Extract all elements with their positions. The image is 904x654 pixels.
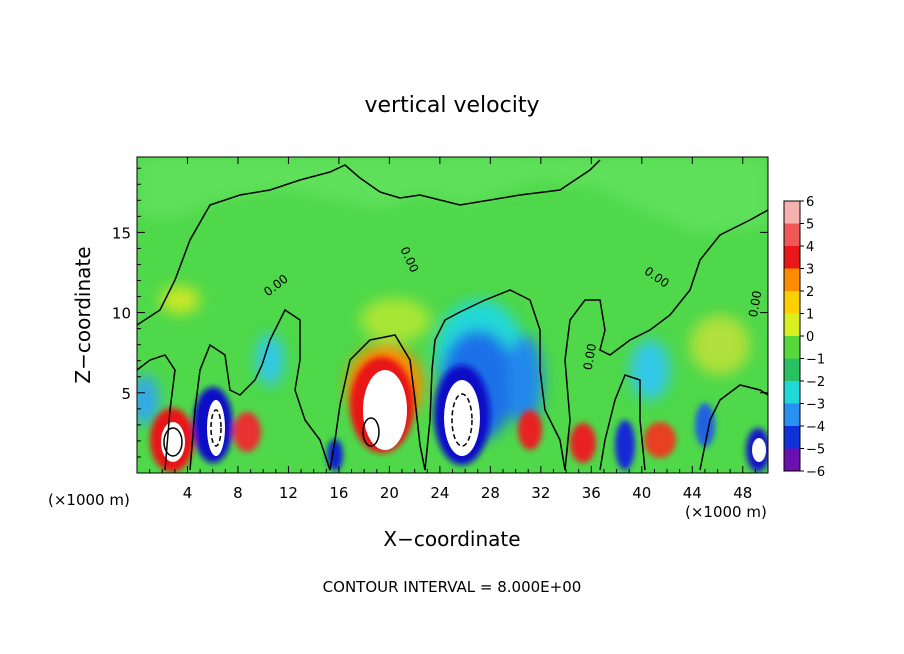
blue-plume-right: [507, 335, 543, 425]
heatmap-field: [137, 157, 768, 473]
y-tick-label: 10: [112, 305, 131, 323]
colorbar-swatch: [784, 448, 800, 471]
contour-positive-center: [362, 417, 380, 447]
cyan-patch-east: [630, 340, 670, 400]
yellow-patch-east: [690, 315, 750, 375]
x-unit-right: (×1000 m): [685, 503, 767, 521]
colorbar-tick-label: −4: [806, 420, 825, 435]
x-tick-label: 4: [183, 484, 193, 502]
colorbar-tick-label: −1: [806, 353, 825, 368]
y-tick-label: 15: [112, 224, 131, 242]
x-tick-label: 48: [733, 484, 752, 502]
white-peak-25: [444, 380, 480, 456]
colorbar-swatch: [784, 246, 800, 269]
white-peak-east: [752, 438, 766, 462]
colorbar-swatch: [784, 381, 800, 404]
x-tick-label: 36: [582, 484, 601, 502]
colorbar-tick-label: 3: [806, 263, 814, 278]
x-axis-label: X−coordinate: [383, 527, 520, 551]
upper-light-region: [137, 157, 768, 235]
contour-zero-right: [699, 384, 768, 471]
cyan-patch-west: [256, 334, 284, 386]
x-tick-label: 44: [683, 484, 702, 502]
x-tick-label: 12: [279, 484, 298, 502]
colorbar-swatch: [784, 291, 800, 314]
red-core-32: [518, 410, 542, 450]
contour-interval-note: CONTOUR INTERVAL = 8.000E+00: [323, 578, 582, 596]
x-tick-label: 16: [329, 484, 348, 502]
contour-zero-mid: [189, 308, 331, 471]
yellow-patch-center: [360, 298, 430, 342]
colorbar-swatch: [784, 223, 800, 246]
contour-negative-25: [451, 393, 473, 447]
blue-core-38: [615, 420, 635, 470]
contour-zero-plume: [424, 289, 566, 471]
contour-zero-center: [329, 334, 426, 471]
x-tick-label: 32: [531, 484, 550, 502]
colorbar-swatch: [784, 426, 800, 449]
x-axis: 4 8 12 16 20 24 28 32 36 40 44 48: [149, 157, 756, 502]
white-peak-center: [363, 370, 407, 450]
red-core-35: [570, 423, 596, 463]
white-peak-6: [207, 400, 225, 456]
chart-title: vertical velocity: [364, 93, 539, 118]
x-tick-label: 28: [481, 484, 500, 502]
colorbar-tick-label: 0: [806, 330, 814, 345]
x-tick-label: 20: [380, 484, 399, 502]
red-core-41: [644, 422, 676, 458]
contour-zero-mid-left: [137, 354, 176, 471]
yellow-patch-west: [160, 286, 200, 314]
colorbar-tick-label: −6: [806, 465, 825, 480]
contour-label: 0.00: [581, 342, 599, 371]
colorbar-tick-label: 4: [806, 240, 814, 255]
blue-core-47: [695, 403, 715, 447]
colorbar-tick-label: 1: [806, 308, 814, 323]
contour-zero-east: [564, 209, 768, 471]
red-core-33: [233, 412, 261, 452]
colorbar-tick-label: −3: [806, 398, 825, 413]
x-tick-label: 40: [632, 484, 651, 502]
x-tick-label: 8: [233, 484, 243, 502]
contour-positive-west: [163, 427, 183, 457]
colorbar-swatch: [784, 313, 800, 336]
contour-zero-far-east: [599, 374, 646, 471]
colorbar-tick-label: 6: [806, 195, 814, 210]
x-unit-left: (×1000 m): [48, 491, 130, 509]
colorbar-swatch: [784, 336, 800, 359]
colorbar: 6 5 4 3 2 1 0 −1 −2 −3 −4 −5 −6: [783, 195, 825, 480]
contour-negative-6: [210, 409, 222, 447]
contour-zero-upper: [137, 159, 601, 326]
colorbar-tick-label: −2: [806, 375, 825, 390]
colorbar-swatch: [784, 403, 800, 426]
y-axis: 5 10 15: [112, 167, 768, 458]
x-tick-label: 24: [430, 484, 449, 502]
contour-lines: [137, 159, 768, 471]
cyan-patch-far-west: [137, 375, 159, 425]
colorbar-swatch: [784, 358, 800, 381]
colorbar-swatch: [784, 268, 800, 291]
colorbar-tick-label: 5: [806, 218, 814, 233]
colorbar-swatch: [784, 201, 800, 224]
y-axis-label: Z−coordinate: [71, 246, 95, 383]
colorbar-tick-label: −5: [806, 443, 825, 458]
colorbar-tick-label: 2: [806, 285, 814, 300]
y-tick-label: 5: [121, 385, 131, 403]
contour-label: 0.00: [746, 290, 764, 319]
